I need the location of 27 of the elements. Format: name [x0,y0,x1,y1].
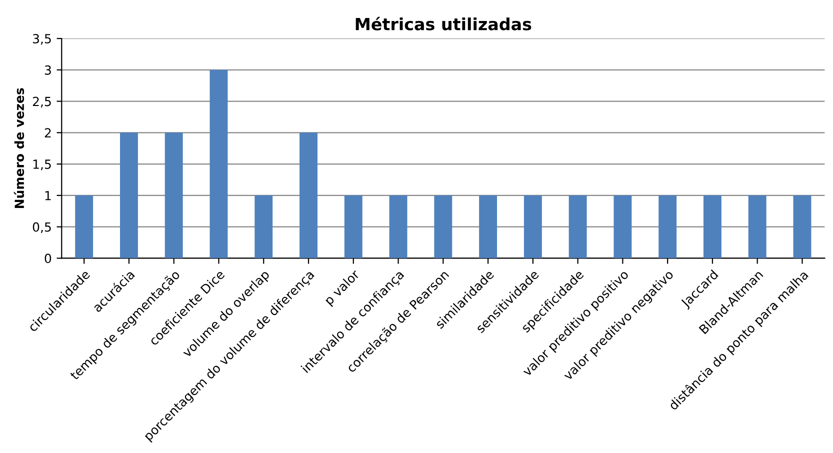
bar [614,195,632,258]
bar [300,132,318,258]
bar [120,132,138,258]
y-tick-label: 0 [44,254,52,264]
bar [344,195,362,258]
bar [703,195,722,258]
y-tick-label: 1 [45,191,51,200]
y-tick-label: 3,5 [32,34,51,45]
bar [479,195,498,258]
y-tick-label: 2 [44,128,51,138]
bar [434,195,452,258]
bar [524,195,542,258]
bar [75,195,94,258]
y-axis-title: Número de vezes [14,88,24,208]
bar [748,195,766,258]
y-tick-label: 2,5 [32,96,51,108]
bar [793,195,812,258]
bar [254,195,273,258]
bar [568,195,587,258]
chart-title: Métricas utilizadas [356,16,532,30]
y-tick-label: 1,5 [33,160,51,170]
bar [658,195,677,258]
y-tick-label: 0,5 [32,222,51,234]
bar [389,195,408,258]
bar [164,132,183,258]
y-tick-label: 3 [44,65,51,75]
bar [210,70,228,258]
